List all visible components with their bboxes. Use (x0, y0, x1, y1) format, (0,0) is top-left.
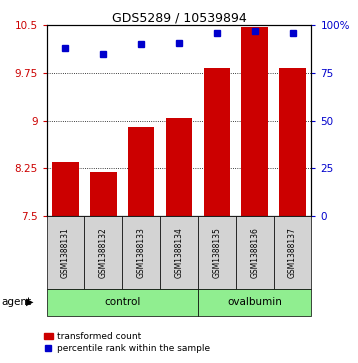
Bar (128, 127, 154, 216)
Bar (122, 216, 160, 289)
Bar (166, 118, 192, 216)
Bar (241, 27, 268, 216)
Bar (47, 289, 198, 316)
Text: agent: agent (2, 297, 32, 307)
Bar (52, 162, 79, 216)
Text: GSM1388136: GSM1388136 (250, 227, 259, 278)
Legend: transformed count, percentile rank within the sample: transformed count, percentile rank withi… (40, 329, 213, 357)
Bar (204, 68, 230, 216)
Bar (47, 216, 84, 289)
Text: ▶: ▶ (26, 297, 33, 307)
Text: ovalbumin: ovalbumin (227, 297, 282, 307)
Bar (90, 172, 117, 216)
Bar (160, 216, 198, 289)
Bar (236, 216, 274, 289)
Text: GSM1388137: GSM1388137 (288, 227, 297, 278)
Title: GDS5289 / 10539894: GDS5289 / 10539894 (112, 11, 246, 24)
Text: control: control (104, 297, 140, 307)
Bar (274, 216, 311, 289)
Text: GSM1388131: GSM1388131 (61, 227, 70, 278)
Bar (198, 289, 311, 316)
Text: GSM1388133: GSM1388133 (137, 227, 146, 278)
Text: GSM1388135: GSM1388135 (212, 227, 221, 278)
Text: GSM1388134: GSM1388134 (174, 227, 184, 278)
Bar (279, 68, 306, 216)
Bar (84, 216, 122, 289)
Text: GSM1388132: GSM1388132 (99, 227, 108, 278)
Bar (198, 216, 236, 289)
